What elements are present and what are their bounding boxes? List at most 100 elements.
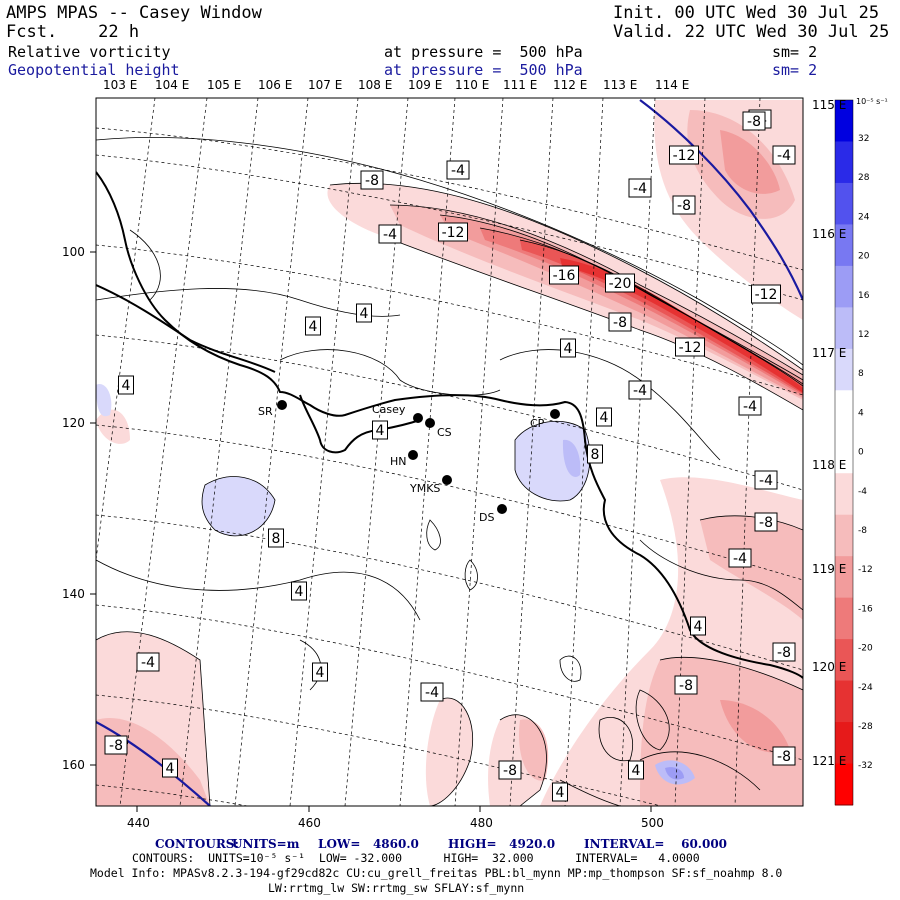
top-longitude-label: 114 E [655,78,690,92]
contour-label-box [596,407,612,427]
colorbar-label: -12 [858,565,873,575]
x-tick-label: 480 [470,816,493,830]
top-longitude-label: 109 E [408,78,443,92]
contour-label-box [162,758,178,778]
colorbar-swatch [835,473,853,516]
station-label: DS [479,511,494,524]
contour-label-box [675,337,705,357]
station-marker [408,450,418,460]
station-label: YMKS [409,482,440,495]
contour-label: 4 [600,410,609,426]
contour-label-box [690,616,706,636]
right-longitude-label: 115 E [812,98,847,112]
stations: SR Casey CS HN YMKS DS CP [258,400,560,524]
contour-label-box [552,782,568,802]
colorbar-label: -16 [858,604,873,614]
contour-label: 4 [632,763,641,779]
station-label: CS [437,426,452,439]
contour-label-box [772,746,796,766]
contour-labels: -8-4-12-4-12-16-20-8-12-4-4-12-8-4-8-4-1… [104,109,796,802]
contour-label-box [291,581,307,601]
contour-label-box [672,195,696,215]
top-longitude-label: 112 E [553,78,588,92]
colorbar-label: 24 [858,212,870,222]
contour-label-box [628,380,652,400]
colorbar-swatch [835,763,853,806]
right-longitude-label: 120 E [812,660,847,674]
contour-label-box [560,338,576,358]
contour-label-box [378,224,402,244]
contour-label: 4 [360,306,369,322]
colorbar-label: -28 [858,722,873,732]
station-marker [277,400,287,410]
station-marker [425,418,435,428]
contour-label: -12 [679,340,702,356]
contour-label: 4 [122,378,131,394]
contour-label-box [118,375,134,395]
contour-label-box [136,652,160,672]
contour-label: 4 [309,319,318,335]
contour-label-box [587,444,603,464]
footer-height-units: UNITS=m [232,837,300,851]
colorbar-label: 4 [858,408,864,418]
footer-height-interval: INTERVAL= 60.000 [584,837,728,851]
station-label: HN [390,455,407,468]
station-marker [442,475,452,485]
geopotential-contours [96,99,803,806]
colorbar-label: 16 [858,291,870,301]
top-longitude-label: 107 E [308,78,343,92]
contour-label-box [754,512,778,532]
contour-label-box [372,420,388,440]
contour-label: -8 [747,114,761,130]
colorbar: 32 28 24 20 16 12 8 4 0 -4 -8 -12 -16 -20 -24 -28 -32 10⁻… [834,97,888,806]
contour-label: 8 [272,531,281,547]
x-tick-label: 460 [298,816,321,830]
colorbar-label: 0 [858,448,864,458]
contour-label-box [754,470,778,490]
footer-vorticity-contours: CONTOURS: UNITS=10⁻⁵ s⁻¹ LOW= -32.000 HI… [132,851,700,865]
footer-height-label: CONTOURS: [155,837,239,851]
field2-name: Geopotential height [8,61,180,79]
contour-label: -12 [673,148,696,164]
y-tick-label: 140 [62,587,85,601]
colorbar-swatch [835,639,853,682]
colorbar-swatch [835,514,853,557]
colorbar-swatch [835,141,853,184]
top-longitude-label: 104 E [155,78,190,92]
contour-label-box [305,316,321,336]
contour-label: -4 [633,181,647,197]
top-longitude-label: 108 E [358,78,393,92]
contour-label-box [772,642,796,662]
contour-label: -8 [109,738,123,754]
contour-label: -8 [777,645,791,661]
colorbar-swatch [835,556,853,599]
y-tick-label: 100 [62,245,85,259]
colorbar-swatch [835,390,853,433]
contour-label: -4 [743,399,757,415]
footer-model-info: Model Info: MPASv8.2.3-194-gf29cd82c CU:… [90,866,783,880]
contour-label: -12 [442,225,465,241]
right-longitude-label: 116 E [812,227,847,241]
contour-label-box [628,178,652,198]
contour-label-box [674,675,698,695]
colorbar-swatch [835,265,853,308]
valid-time: Valid. 22 UTC Wed 30 Jul 25 [613,22,890,42]
right-longitude-label: 117 E [812,346,847,360]
contour-label: -4 [451,163,465,179]
colorbar-swatch [835,722,853,765]
map-title: AMPS MPAS -- Casey Window [6,3,262,23]
contour-label-box [751,284,781,304]
contour-label: -8 [503,763,517,779]
field2-level: at pressure = 500 hPa [384,61,583,79]
vorticity-contours [96,137,803,806]
footer-model-info-2: LW:rrtmg_lw SW:rrtmg_sw SFLAY:sf_mynn [268,881,525,895]
contour-label-box [738,396,762,416]
contour-label: -8 [677,198,691,214]
colorbar-label: -8 [858,526,867,536]
contour-label: 8 [591,447,600,463]
top-longitude-label: 110 E [455,78,490,92]
contour-label: 4 [376,423,385,439]
contour-label-box [268,528,284,548]
contour-label: -8 [759,515,773,531]
